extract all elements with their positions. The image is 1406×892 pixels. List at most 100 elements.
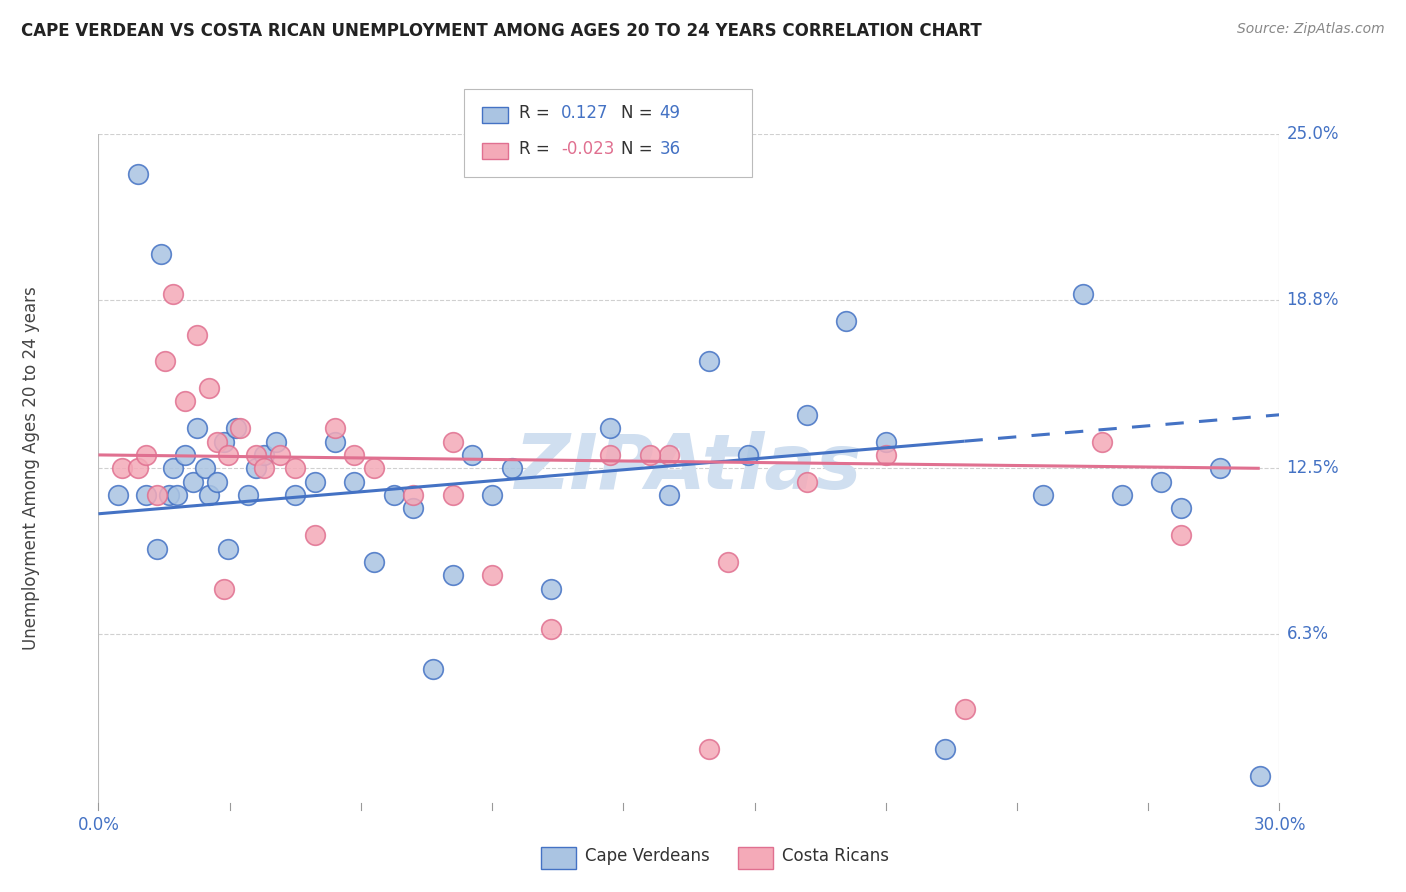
Point: [229, 421, 252, 435]
Point: [1071, 287, 1094, 301]
Point: [1091, 434, 1114, 449]
Text: 0.0%: 0.0%: [77, 816, 120, 834]
Text: 0.127: 0.127: [561, 104, 609, 122]
Point: [343, 448, 366, 462]
Point: [599, 448, 621, 462]
Point: [323, 434, 346, 449]
Point: [197, 381, 219, 395]
Point: [658, 488, 681, 502]
Point: [146, 541, 169, 556]
Point: [194, 461, 217, 475]
Point: [422, 662, 444, 676]
Text: N =: N =: [621, 140, 658, 158]
Point: [253, 461, 276, 475]
Point: [737, 448, 759, 462]
Point: [127, 167, 149, 181]
Point: [166, 488, 188, 502]
Text: Source: ZipAtlas.com: Source: ZipAtlas.com: [1237, 22, 1385, 37]
Point: [205, 475, 228, 489]
Point: [441, 568, 464, 582]
Point: [599, 421, 621, 435]
Point: [186, 327, 208, 342]
Point: [225, 421, 247, 435]
Point: [343, 475, 366, 489]
Point: [540, 622, 562, 636]
Point: [1170, 501, 1192, 516]
Point: [174, 394, 197, 409]
Point: [461, 448, 484, 462]
Point: [186, 421, 208, 435]
Point: [127, 461, 149, 475]
Point: [441, 488, 464, 502]
Point: [253, 448, 276, 462]
Point: [150, 247, 173, 261]
Text: 49: 49: [659, 104, 681, 122]
Point: [264, 434, 287, 449]
Text: 18.8%: 18.8%: [1286, 291, 1339, 309]
Point: [146, 488, 169, 502]
Point: [181, 475, 204, 489]
Point: [796, 408, 818, 422]
Point: [245, 448, 267, 462]
Point: [875, 448, 897, 462]
Point: [402, 501, 425, 516]
Point: [269, 448, 291, 462]
Point: [638, 448, 661, 462]
Point: [481, 568, 503, 582]
Point: [236, 488, 259, 502]
Point: [245, 461, 267, 475]
Point: [214, 434, 236, 449]
Point: [501, 461, 523, 475]
Text: 12.5%: 12.5%: [1286, 459, 1339, 477]
Point: [135, 488, 157, 502]
Point: [658, 448, 681, 462]
Point: [155, 354, 177, 368]
Point: [135, 448, 157, 462]
Point: [697, 354, 720, 368]
Point: [1209, 461, 1232, 475]
Text: 36: 36: [659, 140, 681, 158]
Point: [953, 702, 976, 716]
Point: [363, 555, 385, 569]
Point: [382, 488, 405, 502]
Text: Cape Verdeans: Cape Verdeans: [585, 847, 710, 865]
Point: [796, 475, 818, 489]
Text: R =: R =: [519, 104, 555, 122]
Point: [162, 461, 184, 475]
Point: [111, 461, 134, 475]
Point: [1249, 769, 1271, 783]
Point: [217, 541, 239, 556]
Text: R =: R =: [519, 140, 555, 158]
Point: [481, 488, 503, 502]
Point: [1032, 488, 1054, 502]
Point: [197, 488, 219, 502]
Point: [697, 742, 720, 756]
Text: ZIPAtlas: ZIPAtlas: [515, 432, 863, 505]
Point: [214, 582, 236, 596]
Point: [1150, 475, 1173, 489]
Point: [174, 448, 197, 462]
Point: [107, 488, 129, 502]
Point: [1111, 488, 1133, 502]
Text: N =: N =: [621, 104, 658, 122]
Text: -0.023: -0.023: [561, 140, 614, 158]
Text: 30.0%: 30.0%: [1253, 816, 1306, 834]
Text: Costa Ricans: Costa Ricans: [782, 847, 889, 865]
Point: [402, 488, 425, 502]
Point: [717, 555, 740, 569]
Point: [540, 582, 562, 596]
Point: [217, 448, 239, 462]
Text: Unemployment Among Ages 20 to 24 years: Unemployment Among Ages 20 to 24 years: [22, 286, 39, 650]
Point: [284, 488, 307, 502]
Point: [323, 421, 346, 435]
Text: 6.3%: 6.3%: [1286, 625, 1329, 643]
Point: [162, 287, 184, 301]
Point: [157, 488, 180, 502]
Point: [304, 475, 326, 489]
Point: [875, 434, 897, 449]
Point: [284, 461, 307, 475]
Point: [441, 434, 464, 449]
Text: 25.0%: 25.0%: [1286, 125, 1339, 143]
Text: CAPE VERDEAN VS COSTA RICAN UNEMPLOYMENT AMONG AGES 20 TO 24 YEARS CORRELATION C: CAPE VERDEAN VS COSTA RICAN UNEMPLOYMENT…: [21, 22, 981, 40]
Point: [363, 461, 385, 475]
